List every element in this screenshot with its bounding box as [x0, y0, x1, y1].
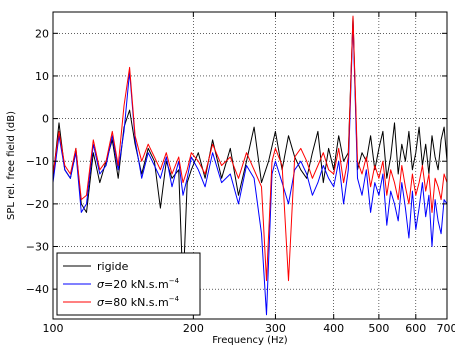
x-tick-label: 300 [265, 322, 286, 335]
y-tick-label: 10 [35, 70, 49, 83]
x-axis-title: Frequency (Hz) [212, 335, 288, 345]
legend-label: σ=20 kN.s.m−4 [97, 277, 180, 291]
x-tick-label: 200 [183, 322, 204, 335]
x-tick-label: 600 [405, 322, 426, 335]
series-line-3 [52, 15, 448, 282]
y-tick-label: −20 [26, 198, 49, 211]
series-line-1 [52, 15, 448, 290]
y-tick-label: 0 [42, 113, 49, 126]
y-tick-label: 20 [35, 27, 49, 40]
y-tick-label: −30 [26, 241, 49, 254]
legend-label: rigide [97, 260, 129, 273]
series-line-2 [52, 20, 448, 316]
x-tick-label: 700 [437, 322, 455, 335]
series-lines [52, 15, 448, 316]
y-tick-label: −40 [26, 283, 49, 296]
legend-label: σ=80 kN.s.m−4 [97, 295, 180, 309]
plot-frame [52, 11, 448, 320]
x-tick-label: 100 [43, 322, 64, 335]
x-tick-label: 500 [368, 322, 389, 335]
y-axis-title: SPL rel. free field (dB) [6, 111, 17, 220]
legend: rigide σ=20 kN.s.m−4 σ=80 kN.s.m−4 [56, 252, 201, 316]
y-tick-label: −10 [26, 155, 49, 168]
x-tick-label: 400 [323, 322, 344, 335]
